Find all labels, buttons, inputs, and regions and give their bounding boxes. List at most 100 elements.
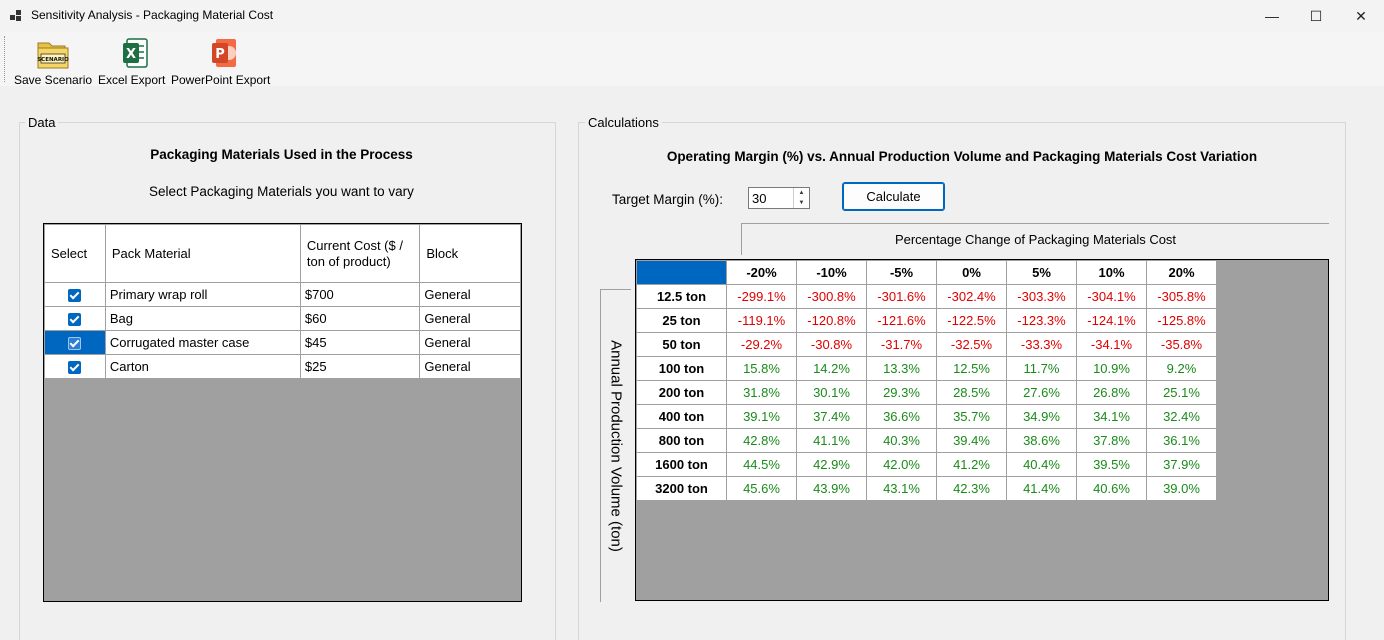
margin-value-cell[interactable]: -124.1% bbox=[1076, 308, 1147, 333]
margin-value-cell[interactable]: 36.1% bbox=[1146, 428, 1217, 453]
col-header-select[interactable]: Select bbox=[44, 224, 106, 283]
spinner-arrows[interactable]: ▲ ▼ bbox=[793, 188, 809, 208]
margin-value-cell[interactable]: 42.3% bbox=[936, 476, 1007, 501]
margin-value-cell[interactable]: 37.9% bbox=[1146, 452, 1217, 477]
materials-grid[interactable]: Select Pack Material Current Cost ($ / t… bbox=[43, 223, 522, 602]
select-checkbox[interactable] bbox=[68, 313, 82, 327]
margin-value-cell[interactable]: -305.8% bbox=[1146, 284, 1217, 309]
margin-value-cell[interactable]: 41.1% bbox=[796, 428, 867, 453]
select-checkbox[interactable] bbox=[68, 289, 82, 303]
calculate-button[interactable]: Calculate bbox=[842, 182, 945, 211]
margin-value-cell[interactable]: 9.2% bbox=[1146, 356, 1217, 381]
margin-value-cell[interactable]: 41.2% bbox=[936, 452, 1007, 477]
excel-export-button[interactable]: X Excel Export bbox=[98, 34, 165, 87]
margin-value-cell[interactable]: 13.3% bbox=[866, 356, 937, 381]
margin-value-cell[interactable]: 31.8% bbox=[726, 380, 797, 405]
margin-value-cell[interactable]: 35.7% bbox=[936, 404, 1007, 429]
table-row[interactable]: 200 ton 31.8% 30.1% 29.3% 28.5% 27.6% 26.8% 25.… bbox=[636, 380, 1217, 405]
margin-value-cell[interactable]: 42.9% bbox=[796, 452, 867, 477]
table-row[interactable]: 50 ton -29.2% -30.8% -31.7% -32.5% -33.3% -34.… bbox=[636, 332, 1217, 357]
block-cell[interactable]: General bbox=[419, 282, 521, 307]
column-header-cell[interactable]: 0% bbox=[936, 260, 1007, 285]
margin-value-cell[interactable]: 32.4% bbox=[1146, 404, 1217, 429]
block-cell[interactable]: General bbox=[419, 306, 521, 331]
maximize-button[interactable]: ☐ bbox=[1309, 7, 1323, 24]
margin-value-cell[interactable]: 40.6% bbox=[1076, 476, 1147, 501]
margin-value-cell[interactable]: 38.6% bbox=[1006, 428, 1077, 453]
margin-value-cell[interactable]: -119.1% bbox=[726, 308, 797, 333]
margin-value-cell[interactable]: 25.1% bbox=[1146, 380, 1217, 405]
target-margin-input[interactable] bbox=[749, 188, 791, 208]
margin-value-cell[interactable]: 40.3% bbox=[866, 428, 937, 453]
material-cell[interactable]: Primary wrap roll bbox=[104, 282, 301, 307]
margin-value-cell[interactable]: -301.6% bbox=[866, 284, 937, 309]
margin-value-cell[interactable]: 43.1% bbox=[866, 476, 937, 501]
col-header-material[interactable]: Pack Material bbox=[104, 224, 301, 283]
table-row[interactable]: 3200 ton 45.6% 43.9% 43.1% 42.3% 41.4% 40.6% 39… bbox=[636, 476, 1217, 501]
margin-value-cell[interactable]: 37.4% bbox=[796, 404, 867, 429]
row-header-cell[interactable]: 200 ton bbox=[636, 380, 727, 405]
margin-value-cell[interactable]: 44.5% bbox=[726, 452, 797, 477]
row-header-cell[interactable]: 1600 ton bbox=[636, 452, 727, 477]
row-header-cell[interactable]: 400 ton bbox=[636, 404, 727, 429]
table-row[interactable]: Corrugated master case $45 General bbox=[44, 330, 521, 355]
column-header-cell[interactable]: 5% bbox=[1006, 260, 1077, 285]
table-row[interactable]: Carton $25 General bbox=[44, 354, 521, 379]
column-header-cell[interactable]: -10% bbox=[796, 260, 867, 285]
margin-value-cell[interactable]: -300.8% bbox=[796, 284, 867, 309]
cost-cell[interactable]: $25 bbox=[299, 354, 421, 379]
col-header-cost[interactable]: Current Cost ($ / ton of product) bbox=[299, 224, 421, 283]
margin-value-cell[interactable]: 34.9% bbox=[1006, 404, 1077, 429]
margin-value-cell[interactable]: -304.1% bbox=[1076, 284, 1147, 309]
margin-value-cell[interactable]: 28.5% bbox=[936, 380, 1007, 405]
margin-value-cell[interactable]: -29.2% bbox=[726, 332, 797, 357]
col-header-block[interactable]: Block bbox=[419, 224, 521, 283]
margin-value-cell[interactable]: 36.6% bbox=[866, 404, 937, 429]
margin-value-cell[interactable]: 39.4% bbox=[936, 428, 1007, 453]
row-header-cell[interactable]: 12.5 ton bbox=[636, 284, 727, 309]
close-button[interactable]: ✕ bbox=[1355, 7, 1367, 24]
table-row[interactable]: 25 ton -119.1% -120.8% -121.6% -122.5% -123.3… bbox=[636, 308, 1217, 333]
material-cell[interactable]: Bag bbox=[104, 306, 301, 331]
margin-value-cell[interactable]: -122.5% bbox=[936, 308, 1007, 333]
margin-value-cell[interactable]: 39.1% bbox=[726, 404, 797, 429]
margin-value-cell[interactable]: 10.9% bbox=[1076, 356, 1147, 381]
margin-value-cell[interactable]: 15.8% bbox=[726, 356, 797, 381]
margin-value-cell[interactable]: -123.3% bbox=[1006, 308, 1077, 333]
margin-value-cell[interactable]: 43.9% bbox=[796, 476, 867, 501]
margin-value-cell[interactable]: -32.5% bbox=[936, 332, 1007, 357]
material-cell[interactable]: Corrugated master case bbox=[104, 330, 301, 355]
row-header-cell[interactable]: 25 ton bbox=[636, 308, 727, 333]
column-header-cell[interactable]: 10% bbox=[1076, 260, 1147, 285]
margin-value-cell[interactable]: -33.3% bbox=[1006, 332, 1077, 357]
margin-value-cell[interactable]: -303.3% bbox=[1006, 284, 1077, 309]
block-cell[interactable]: General bbox=[419, 330, 521, 355]
block-cell[interactable]: General bbox=[419, 354, 521, 379]
select-checkbox[interactable] bbox=[68, 361, 82, 375]
column-header-cell[interactable]: -5% bbox=[866, 260, 937, 285]
margin-value-cell[interactable]: 37.8% bbox=[1076, 428, 1147, 453]
margin-value-cell[interactable]: -34.1% bbox=[1076, 332, 1147, 357]
target-margin-spinner[interactable]: ▲ ▼ bbox=[748, 187, 810, 209]
save-scenario-button[interactable]: SCENARIO Save Scenario bbox=[14, 34, 92, 87]
margin-value-cell[interactable]: -299.1% bbox=[726, 284, 797, 309]
margin-value-cell[interactable]: 29.3% bbox=[866, 380, 937, 405]
select-cell[interactable] bbox=[44, 282, 106, 307]
material-cell[interactable]: Carton bbox=[104, 354, 301, 379]
select-cell[interactable] bbox=[44, 354, 106, 379]
sensitivity-table[interactable]: -20% -10% -5% 0% 5% 10% 20% 12.5 ton -299.1% -300… bbox=[636, 260, 1217, 501]
margin-value-cell[interactable]: 14.2% bbox=[796, 356, 867, 381]
margin-value-cell[interactable]: -120.8% bbox=[796, 308, 867, 333]
margin-value-cell[interactable]: 27.6% bbox=[1006, 380, 1077, 405]
minimize-button[interactable]: — bbox=[1265, 8, 1279, 24]
row-header-cell[interactable]: 100 ton bbox=[636, 356, 727, 381]
margin-value-cell[interactable]: 11.7% bbox=[1006, 356, 1077, 381]
margin-value-cell[interactable]: 40.4% bbox=[1006, 452, 1077, 477]
select-cell[interactable] bbox=[44, 330, 106, 355]
row-header-cell[interactable]: 3200 ton bbox=[636, 476, 727, 501]
margin-value-cell[interactable]: -302.4% bbox=[936, 284, 1007, 309]
margin-value-cell[interactable]: -30.8% bbox=[796, 332, 867, 357]
select-cell[interactable] bbox=[44, 306, 106, 331]
margin-value-cell[interactable]: 39.0% bbox=[1146, 476, 1217, 501]
table-row[interactable]: 800 ton 42.8% 41.1% 40.3% 39.4% 38.6% 37.8% 36.… bbox=[636, 428, 1217, 453]
